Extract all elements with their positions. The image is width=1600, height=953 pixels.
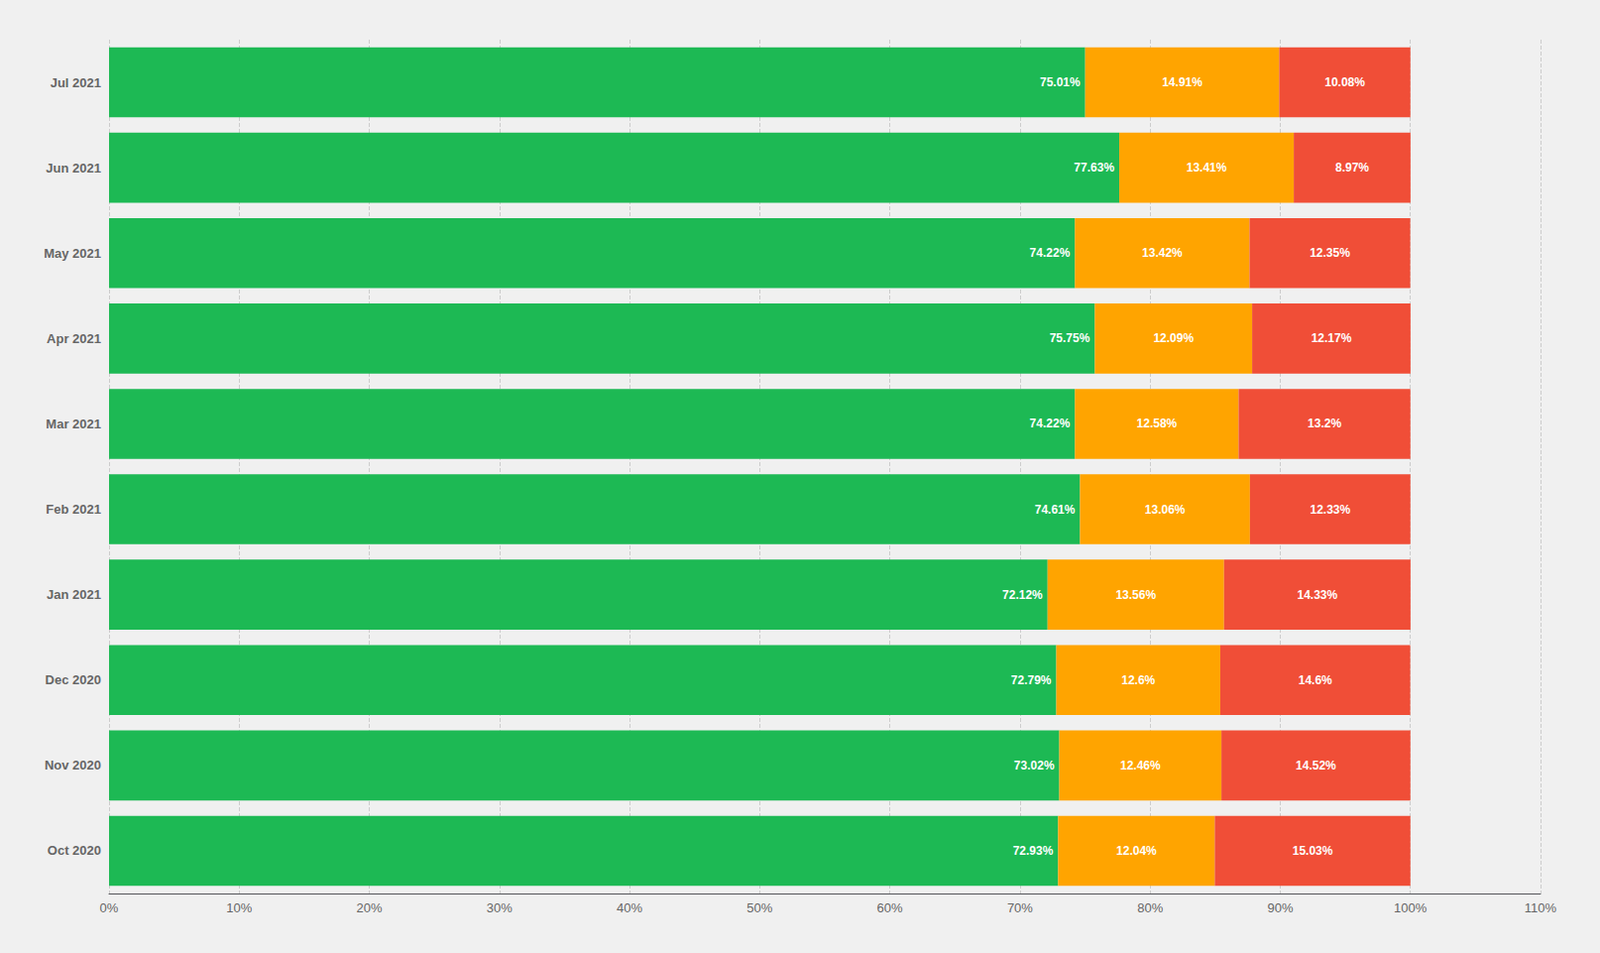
svg-text:14.33%: 14.33% [1296, 587, 1338, 602]
svg-text:May 2021: May 2021 [43, 245, 102, 261]
svg-text:20%: 20% [356, 900, 383, 915]
svg-text:13.2%: 13.2% [1307, 416, 1342, 431]
svg-text:14.6%: 14.6% [1298, 673, 1333, 687]
svg-text:10.08%: 10.08% [1324, 75, 1366, 90]
svg-text:72.79%: 72.79% [1011, 673, 1052, 687]
svg-text:100%: 100% [1393, 900, 1428, 915]
svg-text:12.58%: 12.58% [1137, 416, 1178, 431]
svg-text:12.46%: 12.46% [1120, 758, 1161, 773]
svg-text:13.41%: 13.41% [1186, 160, 1228, 175]
svg-text:40%: 40% [616, 900, 643, 915]
svg-text:80%: 80% [1137, 900, 1163, 915]
svg-text:90%: 90% [1266, 900, 1293, 915]
svg-text:12.6%: 12.6% [1121, 673, 1155, 687]
svg-text:75.01%: 75.01% [1039, 75, 1081, 90]
svg-text:74.61%: 74.61% [1034, 502, 1076, 517]
svg-text:Apr 2021: Apr 2021 [46, 331, 102, 346]
svg-text:8.97%: 8.97% [1335, 160, 1370, 175]
svg-text:14.52%: 14.52% [1295, 758, 1337, 773]
svg-text:Jul 2021: Jul 2021 [50, 75, 102, 91]
svg-text:Mar 2021: Mar 2021 [45, 416, 102, 432]
svg-text:75.75%: 75.75% [1049, 331, 1091, 345]
svg-text:14.91%: 14.91% [1161, 75, 1203, 90]
svg-text:50%: 50% [746, 900, 773, 915]
svg-text:0%: 0% [100, 900, 119, 915]
svg-text:15.03%: 15.03% [1292, 843, 1334, 858]
svg-text:12.17%: 12.17% [1311, 331, 1353, 345]
svg-text:110%: 110% [1524, 900, 1558, 915]
svg-text:12.33%: 12.33% [1309, 502, 1351, 517]
svg-text:12.35%: 12.35% [1309, 245, 1351, 260]
svg-text:72.93%: 72.93% [1013, 843, 1054, 858]
svg-text:77.63%: 77.63% [1073, 160, 1115, 175]
svg-text:Oct 2020: Oct 2020 [47, 842, 102, 858]
svg-text:74.22%: 74.22% [1029, 416, 1071, 431]
svg-text:Feb 2021: Feb 2021 [45, 501, 102, 517]
svg-text:13.56%: 13.56% [1115, 587, 1156, 602]
svg-text:72.12%: 72.12% [1002, 587, 1043, 602]
svg-text:13.06%: 13.06% [1144, 502, 1186, 517]
svg-text:10%: 10% [226, 900, 252, 915]
svg-text:12.04%: 12.04% [1116, 843, 1157, 858]
svg-text:60%: 60% [877, 900, 904, 915]
svg-text:Jan 2021: Jan 2021 [46, 586, 102, 602]
svg-text:13.42%: 13.42% [1142, 245, 1183, 260]
svg-text:73.02%: 73.02% [1014, 758, 1055, 773]
svg-text:Nov 2020: Nov 2020 [44, 757, 102, 773]
svg-text:74.22%: 74.22% [1029, 245, 1071, 260]
svg-text:Jun 2021: Jun 2021 [45, 160, 102, 176]
svg-text:70%: 70% [1007, 900, 1033, 915]
svg-text:Dec 2020: Dec 2020 [45, 672, 102, 687]
svg-text:30%: 30% [486, 900, 513, 915]
svg-text:12.09%: 12.09% [1152, 331, 1194, 345]
